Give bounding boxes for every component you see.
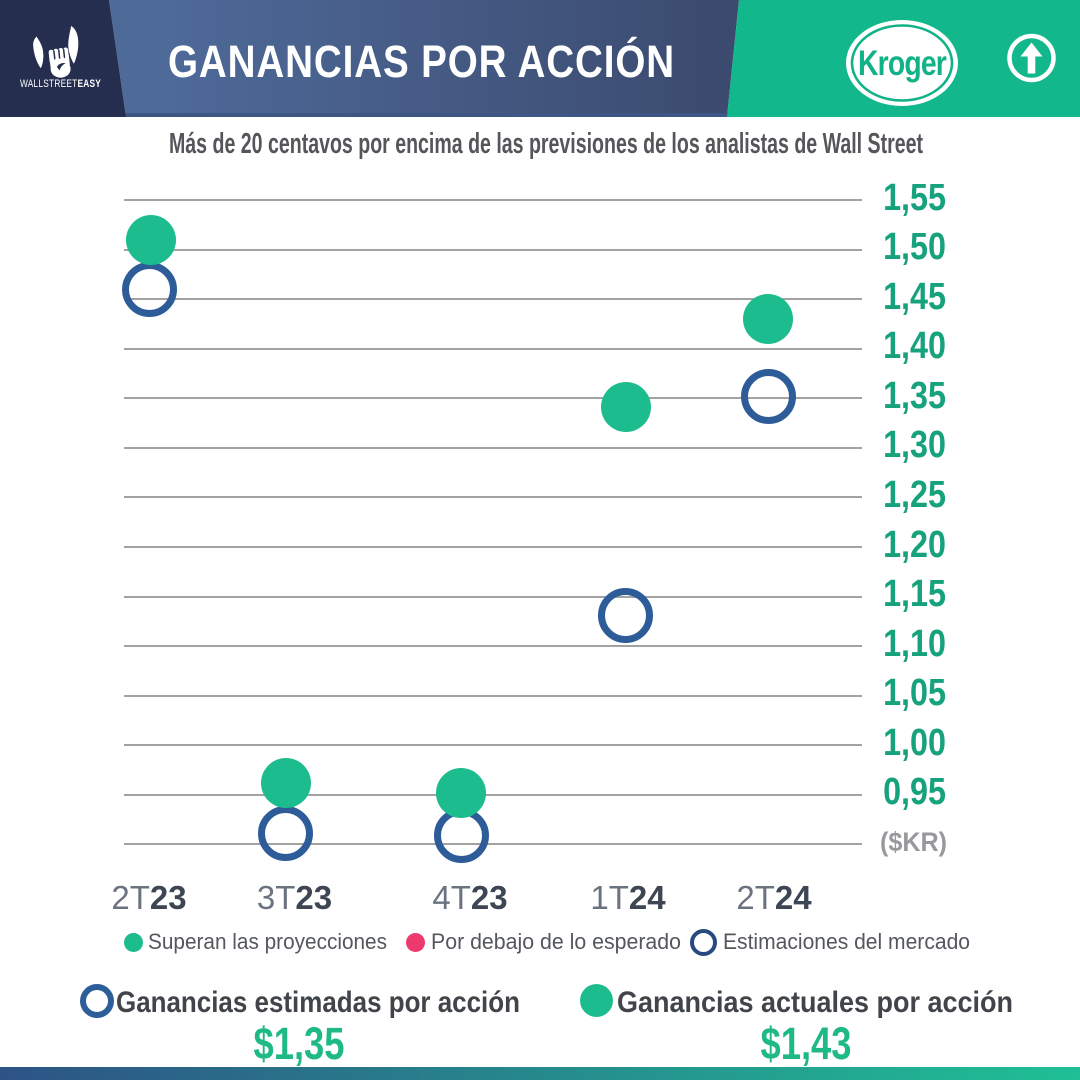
svg-text:Kroger: Kroger — [858, 44, 947, 83]
